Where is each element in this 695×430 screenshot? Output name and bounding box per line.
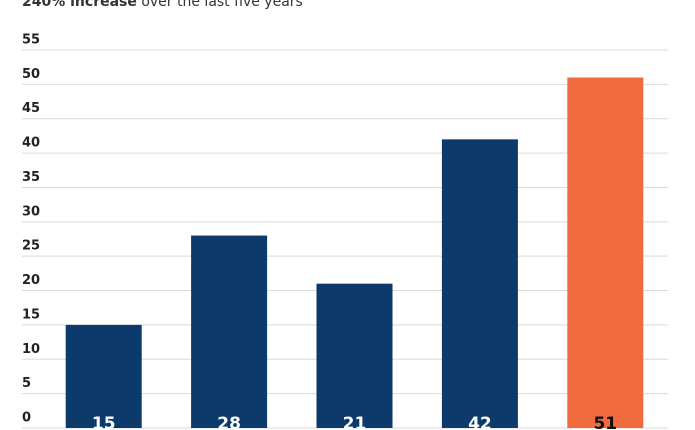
y-tick-label: 45 xyxy=(22,101,40,116)
y-tick-label: 25 xyxy=(22,239,40,254)
value-label: 51 xyxy=(593,414,617,430)
subtitle-rest: over the last five years xyxy=(141,0,303,10)
y-tick-label: 0 xyxy=(22,411,31,426)
y-tick-label: 20 xyxy=(22,273,40,288)
y-tick-label: 5 xyxy=(22,376,31,391)
value-label: 15 xyxy=(92,414,116,430)
bar xyxy=(567,77,644,428)
value-label: 28 xyxy=(217,414,241,430)
y-tick-label: 35 xyxy=(22,170,40,185)
value-label: 21 xyxy=(343,414,367,430)
value-label: 42 xyxy=(468,414,492,430)
y-tick-label: 30 xyxy=(22,204,40,219)
y-tick-label: 50 xyxy=(22,67,40,82)
bar xyxy=(65,324,142,428)
y-tick-label: 40 xyxy=(22,136,40,151)
subtitle-highlight: 240% increase xyxy=(22,0,137,10)
y-tick-label: 10 xyxy=(22,342,40,357)
y-tick-label: 15 xyxy=(22,307,40,322)
subtitle: 240% increase over the last five years xyxy=(22,0,303,10)
bar xyxy=(316,283,393,428)
bar xyxy=(191,235,268,428)
bar xyxy=(441,139,518,428)
y-tick-label: 55 xyxy=(22,33,40,48)
